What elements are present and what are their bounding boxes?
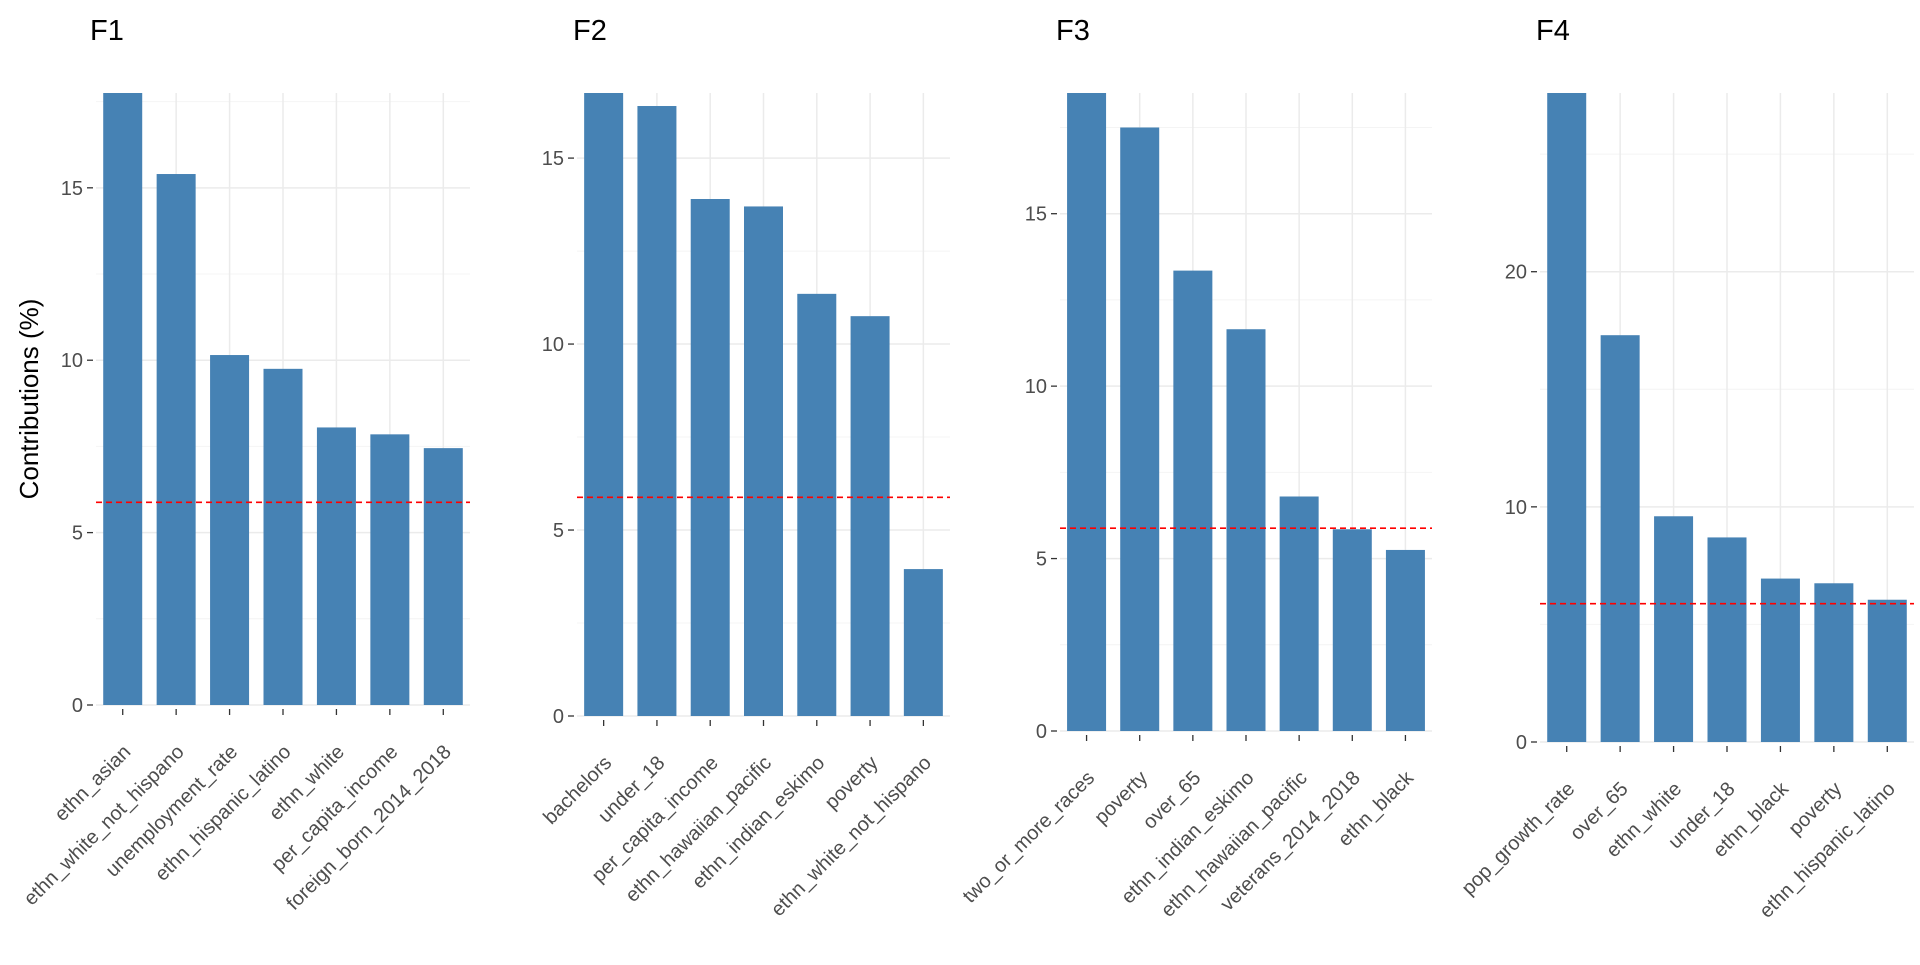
- bar-unemployment_rate: [210, 355, 250, 705]
- y-tick-label: 0: [1036, 721, 1047, 743]
- bar-poverty: [850, 316, 890, 716]
- bar-ethn_indian_eskimo: [1226, 329, 1266, 731]
- bar-ethn_white_not_hispano: [156, 174, 196, 706]
- panel-title: F2: [573, 15, 607, 47]
- bar-over_65: [1173, 270, 1213, 731]
- y-tick-label: 20: [1505, 262, 1527, 284]
- panel-3: 051015two_or_more_racespovertyover_65eth…: [959, 15, 1432, 922]
- y-tick-label: 0: [72, 695, 83, 717]
- bar-under_18: [637, 106, 677, 716]
- y-tick-label: 5: [72, 523, 83, 545]
- bar-ethn_indian_eskimo: [797, 293, 837, 716]
- bar-ethn_black: [1760, 578, 1800, 742]
- y-tick-label: 15: [542, 148, 564, 170]
- panel-title: F1: [90, 15, 124, 47]
- bar-per_capita_income: [690, 199, 730, 716]
- bar-ethn_hawaiian_pacific: [1279, 496, 1319, 731]
- y-tick-label: 15: [1025, 204, 1047, 226]
- y-tick-label: 5: [553, 520, 564, 542]
- y-tick-label: 10: [61, 350, 83, 372]
- y-tick-label: 10: [1025, 376, 1047, 398]
- bar-ethn_white: [1654, 516, 1694, 742]
- x-tick-label: two_or_more_races: [959, 767, 1100, 908]
- bar-foreign_born_2014_2018: [423, 448, 463, 705]
- panel-2: 051015bachelorsunder_18per_capita_income…: [539, 15, 950, 921]
- bar-ethn_asian: [103, 93, 143, 705]
- y-tick-label: 5: [1036, 549, 1047, 571]
- bar-ethn_hawaiian_pacific: [744, 206, 783, 717]
- panel-title: F4: [1536, 15, 1570, 47]
- bar-over_65: [1600, 335, 1640, 742]
- y-tick-label: 10: [1505, 497, 1527, 519]
- y-tick-label: 10: [542, 334, 564, 356]
- panel-1: 051015ethn_asianethn_white_not_hispanoun…: [20, 15, 470, 915]
- bar-ethn_hispanic_latino: [263, 368, 303, 705]
- y-axis-title: Contributions (%): [14, 299, 44, 500]
- x-tick-label: pop_growth_rate: [1458, 778, 1580, 900]
- bar-per_capita_income: [370, 434, 410, 705]
- panel-title: F3: [1056, 15, 1090, 47]
- bar-pop_growth_rate: [1547, 93, 1587, 742]
- y-tick-label: 0: [1516, 732, 1527, 754]
- bar-under_18: [1707, 537, 1747, 742]
- y-tick-label: 0: [553, 706, 564, 728]
- bar-ethn_black: [1385, 549, 1425, 731]
- bar-poverty: [1814, 583, 1854, 742]
- bar-ethn_white: [316, 427, 356, 705]
- bar-veterans_2014_2018: [1332, 529, 1372, 731]
- bar-ethn_hispanic_latino: [1867, 599, 1907, 742]
- bar-poverty: [1120, 127, 1160, 731]
- bar-two_or_more_races: [1067, 93, 1107, 731]
- panel-4: 01020pop_growth_rateover_65ethn_whiteund…: [1458, 15, 1914, 922]
- bar-bachelors: [584, 93, 624, 716]
- bar-ethn_white_not_hispano: [903, 569, 943, 716]
- y-tick-label: 15: [61, 178, 83, 200]
